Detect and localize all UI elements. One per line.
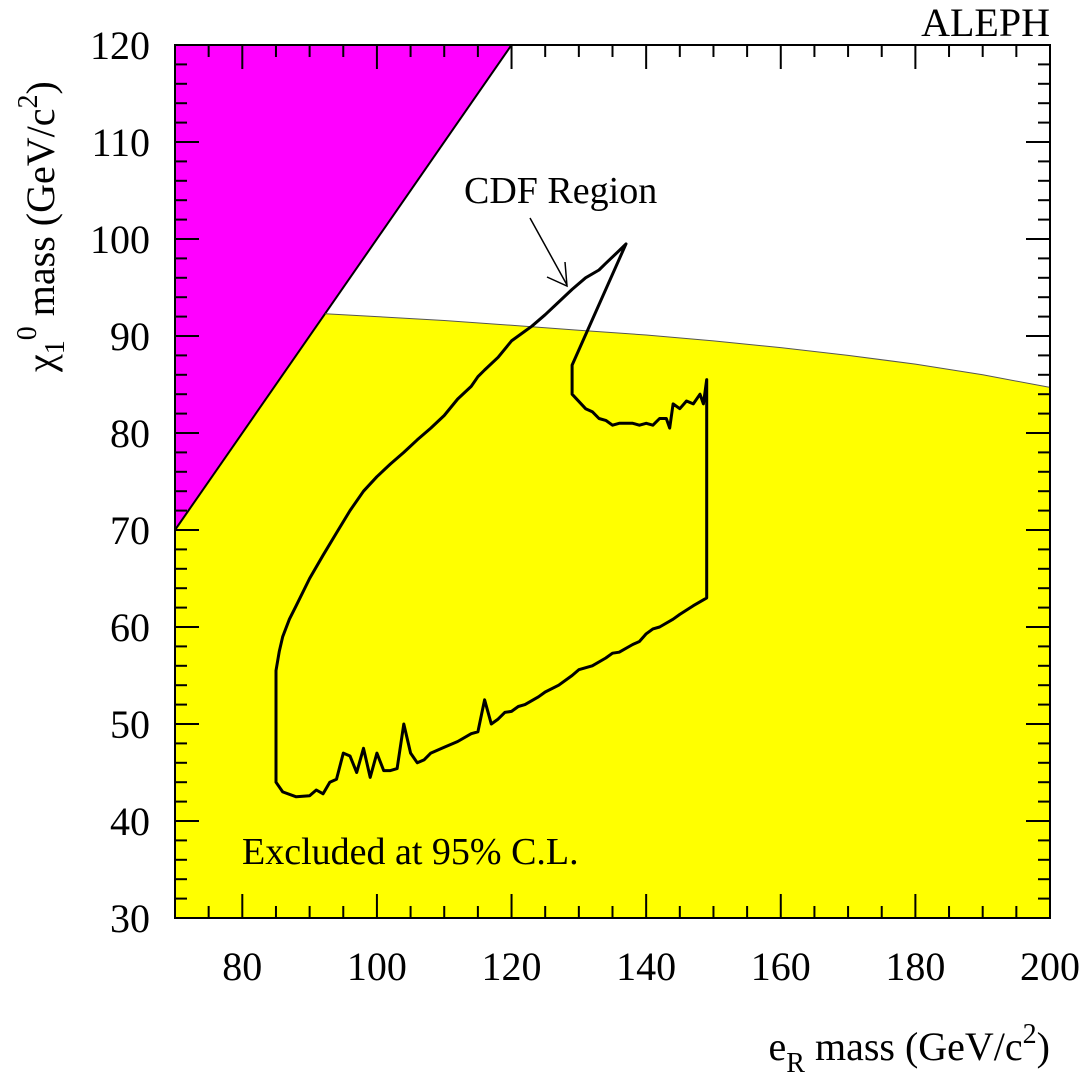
y-axis-label: χ10 mass (GeV/c2): [12, 81, 71, 373]
excluded-region: [175, 313, 1050, 918]
excluded-edge-line: [325, 313, 1051, 388]
cdf-region-arrow: [529, 217, 568, 286]
y-tick-label: 50: [110, 702, 150, 747]
y-tick-label: 70: [110, 508, 150, 553]
x-axis-label: eR mass (GeV/c2): [769, 1019, 1051, 1078]
x-tick-label: 200: [1020, 944, 1080, 989]
kinematic-boundary-line: [174, 44, 513, 531]
tick-labels: 80 100 120 140 160 180 200 30 40 50 60 70 80 90 100 110…: [90, 23, 1080, 989]
axis-ticks: [174, 44, 1051, 919]
x-tick-label: 180: [885, 944, 945, 989]
y-tick-label: 30: [110, 896, 150, 941]
x-tick-label: 80: [222, 944, 262, 989]
cdf-region-contour: [274, 242, 709, 799]
y-tick-label: 120: [90, 23, 150, 68]
x-tick-label: 160: [751, 944, 811, 989]
y-tick-label: 110: [91, 120, 150, 165]
x-tick-label: 140: [616, 944, 676, 989]
x-tick-label: 120: [482, 944, 542, 989]
y-tick-label: 100: [90, 217, 150, 262]
y-tick-label: 40: [110, 799, 150, 844]
y-tick-label: 80: [110, 411, 150, 456]
excluded-label: Excluded at 95% C.L.: [242, 831, 579, 873]
y-tick-label: 90: [110, 314, 150, 359]
y-tick-label: 60: [110, 605, 150, 650]
x-tick-label: 100: [347, 944, 407, 989]
cdf-region-arrowhead: [546, 261, 568, 288]
chart-title: ALEPH: [921, 0, 1050, 45]
plot-lines: [174, 44, 1051, 799]
cdf-region-label: CDF Region: [464, 170, 657, 212]
